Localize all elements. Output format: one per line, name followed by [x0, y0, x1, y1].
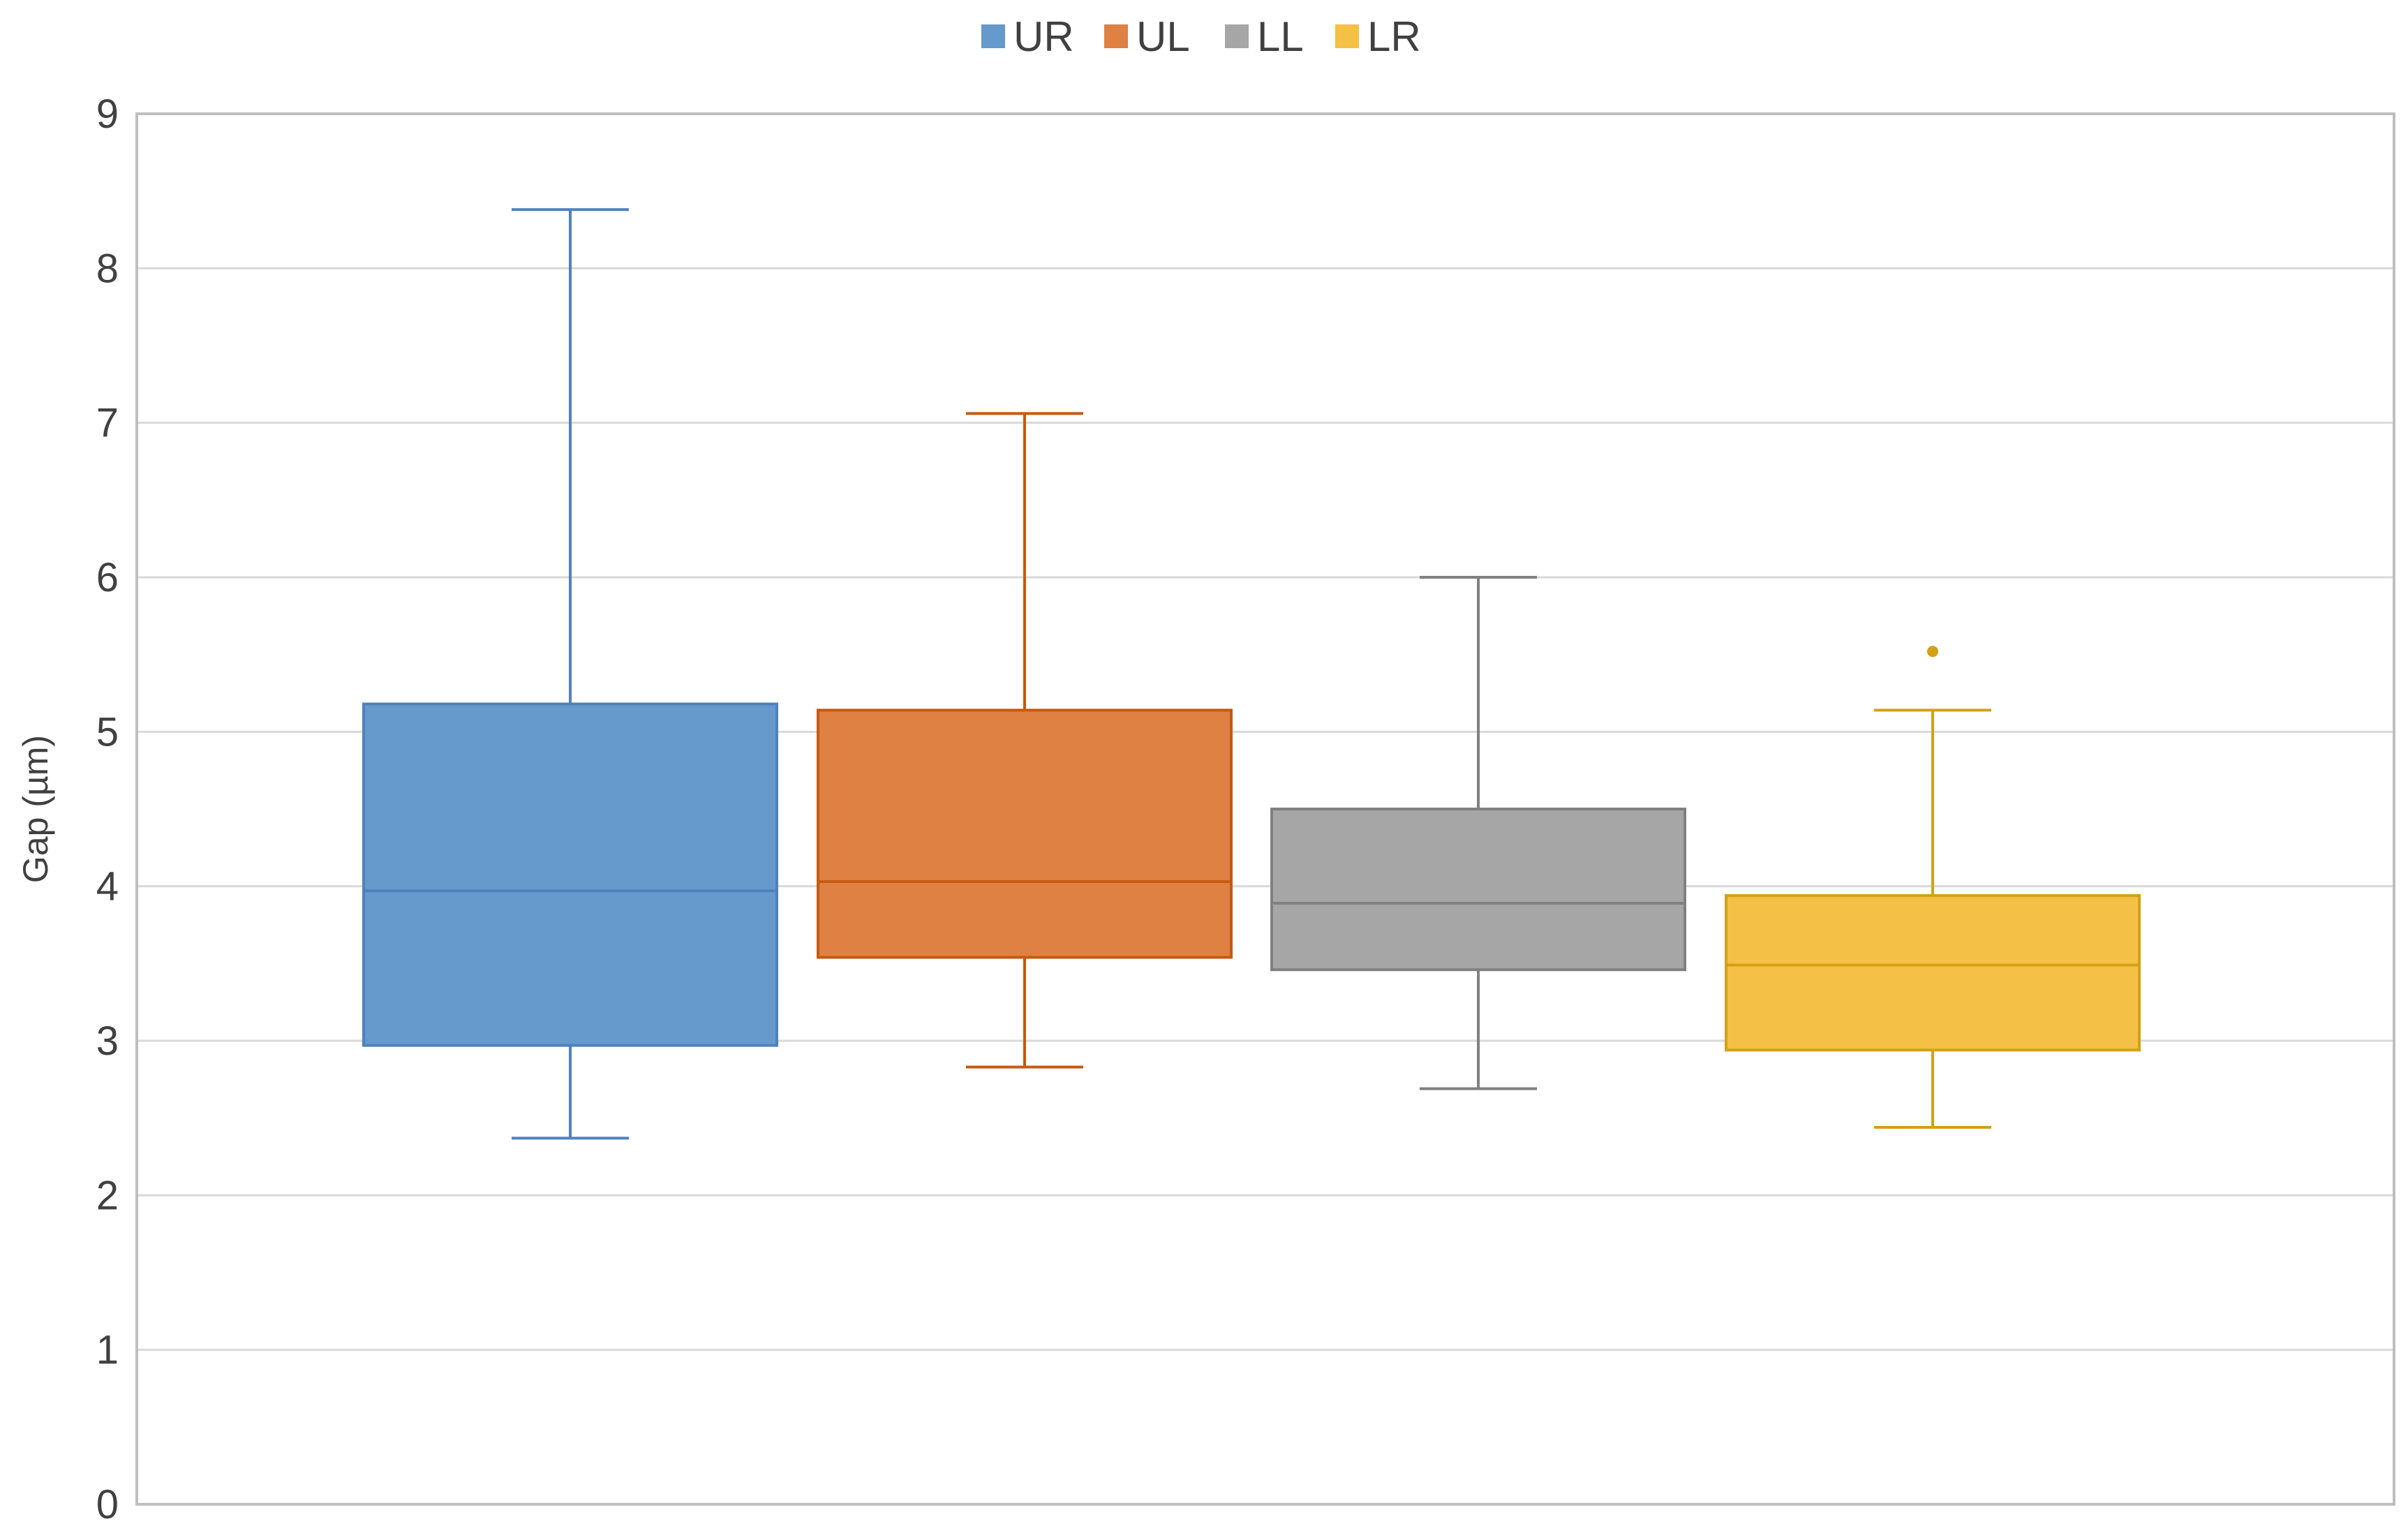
- y-tick-label: 2: [96, 1173, 119, 1218]
- legend-swatch: [1104, 24, 1128, 48]
- box-ur: [362, 208, 778, 1140]
- iqr-box: [1270, 808, 1686, 972]
- box-ll: [1270, 576, 1686, 1090]
- plot-area-border: [135, 112, 2395, 1506]
- boxes: [362, 208, 2141, 1140]
- legend-swatch: [1335, 24, 1359, 48]
- legend-item-ll: LL: [1225, 13, 1304, 60]
- legend-swatch: [1225, 24, 1249, 48]
- box-lr: [1725, 646, 2141, 1129]
- iqr-box: [817, 709, 1233, 959]
- outlier-point: [1927, 646, 1938, 658]
- y-tick-label: 3: [96, 1018, 119, 1064]
- y-axis-tick-labels: 0 1 2 3 4 5 6 7 8 9: [96, 91, 119, 1527]
- y-tick-label: 8: [96, 246, 119, 291]
- legend-label: LR: [1367, 13, 1421, 60]
- legend-item-ul: UL: [1104, 13, 1190, 60]
- y-tick-label: 0: [96, 1482, 119, 1527]
- y-axis-title: Gap (µm): [16, 735, 55, 883]
- legend-item-lr: LR: [1335, 13, 1421, 60]
- y-tick-label: 6: [96, 555, 119, 600]
- iqr-box: [362, 702, 778, 1047]
- y-tick-label: 5: [96, 709, 119, 755]
- legend-label: UR: [1013, 13, 1074, 60]
- legend-label: UL: [1136, 13, 1190, 60]
- y-tick-label: 9: [96, 91, 119, 137]
- legend-swatch: [981, 24, 1005, 48]
- legend-item-ur: UR: [981, 13, 1074, 60]
- legend: UR UL LL LR: [981, 13, 1421, 60]
- y-tick-label: 4: [96, 864, 119, 910]
- iqr-box: [1725, 893, 2141, 1052]
- box-ul: [817, 412, 1233, 1069]
- y-tick-label: 1: [96, 1328, 119, 1373]
- y-tick-label: 7: [96, 401, 119, 446]
- legend-label: LL: [1257, 13, 1304, 60]
